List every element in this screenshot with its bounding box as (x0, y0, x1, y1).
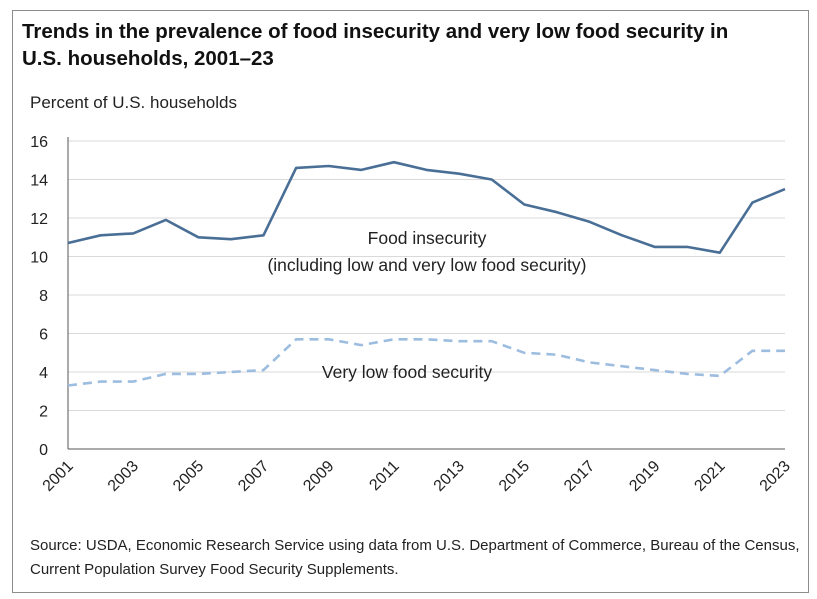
chart-frame (12, 10, 809, 593)
gridlines (67, 137, 785, 450)
y-tick-label: 2 (39, 404, 48, 421)
chart-title: Trends in the prevalence of food insecur… (22, 20, 729, 70)
x-tick-label: 2009 (300, 458, 337, 495)
x-tick-label: 2013 (431, 458, 468, 495)
y-tick-label: 10 (30, 250, 48, 267)
y-tick-label: 8 (39, 288, 48, 305)
annotation-food-insecurity-line2: (including low and very low food securit… (267, 255, 586, 275)
series-lines (67, 160, 786, 387)
x-tick-label: 2017 (561, 458, 598, 495)
x-tick-label: 2021 (691, 458, 728, 495)
y-axis-label: Percent of U.S. households (30, 93, 237, 112)
y-tick-label: 0 (39, 442, 48, 459)
y-tick-label: 14 (30, 173, 48, 190)
x-tick-label: 2011 (366, 458, 402, 494)
x-tick-label: 2015 (496, 458, 533, 495)
annotation-food-insecurity-line1: Food insecurity (368, 228, 487, 248)
y-tick-label: 16 (30, 134, 48, 151)
x-tick-label: 2005 (170, 458, 207, 495)
x-tick-label: 2019 (626, 458, 663, 495)
y-axis-ticks: 0 2 4 6 8 10 12 14 16 (30, 134, 48, 459)
x-tick-label: 2007 (235, 458, 272, 495)
series-line-very-low-food-security (67, 337, 785, 387)
x-tick-label: 2023 (757, 458, 794, 495)
x-tick-label: 2001 (40, 458, 77, 495)
y-tick-label: 6 (39, 327, 48, 344)
y-tick-label: 12 (30, 211, 48, 228)
source-note: Source: USDA, Economic Research Service … (30, 537, 800, 578)
annotation-very-low-food-security: Very low food security (322, 362, 492, 382)
y-tick-label: 4 (39, 365, 48, 382)
x-tick-label: 2003 (105, 458, 142, 495)
x-axis-ticks: 2001 2003 2005 2007 2009 2011 2013 2015 2017 2019… (40, 458, 794, 495)
